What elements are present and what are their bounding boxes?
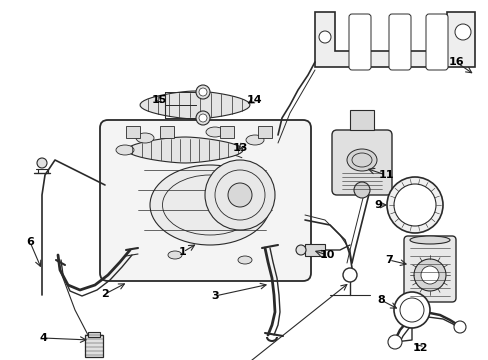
Text: 6: 6 [26,237,34,247]
Text: 15: 15 [151,95,166,105]
Circle shape [453,321,465,333]
Circle shape [399,298,423,322]
Circle shape [386,177,442,233]
Bar [160,126,174,138]
Ellipse shape [238,256,251,264]
FancyBboxPatch shape [100,120,310,281]
Text: 16: 16 [447,57,463,67]
Ellipse shape [168,251,182,259]
Circle shape [318,31,330,43]
Circle shape [420,266,438,284]
FancyBboxPatch shape [388,14,410,70]
Circle shape [393,184,435,226]
Circle shape [37,158,47,168]
Ellipse shape [136,133,154,143]
FancyBboxPatch shape [425,14,447,70]
Circle shape [393,292,429,328]
Text: 2: 2 [101,289,109,299]
Circle shape [227,183,251,207]
Text: 9: 9 [373,200,381,210]
Text: 12: 12 [411,343,427,353]
Circle shape [295,245,305,255]
FancyBboxPatch shape [348,14,370,70]
Bar [85,335,103,357]
Text: 1: 1 [179,247,186,257]
Circle shape [204,160,274,230]
Bar [126,126,140,138]
Text: 14: 14 [245,95,261,105]
Text: 10: 10 [319,250,334,260]
Ellipse shape [116,145,134,155]
Circle shape [342,268,356,282]
Circle shape [454,24,470,40]
Bar [88,332,100,337]
Polygon shape [127,137,243,163]
Polygon shape [140,91,249,119]
Text: 11: 11 [378,170,393,180]
Bar [305,244,325,256]
Bar [349,110,373,130]
Text: 13: 13 [232,143,247,153]
Circle shape [413,259,445,291]
Ellipse shape [245,135,264,145]
Text: 8: 8 [376,295,384,305]
Circle shape [196,85,209,99]
Circle shape [353,182,369,198]
Ellipse shape [409,236,449,244]
Ellipse shape [205,127,224,137]
Text: 4: 4 [39,333,47,343]
Ellipse shape [150,165,269,245]
Circle shape [196,111,209,125]
Circle shape [387,335,401,349]
Circle shape [199,88,206,96]
Bar [220,126,234,138]
Circle shape [199,114,206,122]
Text: 7: 7 [385,255,392,265]
FancyBboxPatch shape [331,130,391,195]
Polygon shape [314,12,474,67]
Bar [258,126,271,138]
Ellipse shape [346,149,376,171]
Text: 3: 3 [211,291,218,301]
FancyBboxPatch shape [403,236,455,302]
